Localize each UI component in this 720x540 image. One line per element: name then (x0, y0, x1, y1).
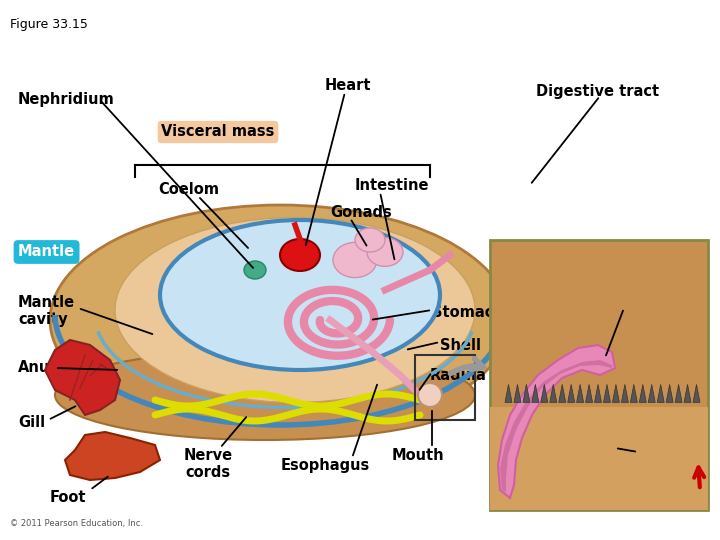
Polygon shape (639, 384, 647, 402)
Text: Nerve
cords: Nerve cords (184, 448, 233, 481)
Text: Coelom: Coelom (158, 182, 219, 197)
Polygon shape (648, 384, 655, 402)
Polygon shape (684, 384, 691, 402)
Text: Radula: Radula (430, 368, 487, 383)
Bar (490, 240, 708, 510)
Text: Intestine: Intestine (355, 178, 430, 193)
Bar (490, 407, 708, 510)
Polygon shape (523, 384, 530, 402)
Polygon shape (630, 384, 637, 402)
Ellipse shape (355, 228, 385, 252)
Text: Visceral mass: Visceral mass (161, 125, 275, 139)
Text: Foot: Foot (50, 490, 86, 505)
Polygon shape (532, 384, 539, 402)
Text: Anus: Anus (18, 360, 59, 375)
Ellipse shape (280, 239, 320, 271)
Text: © 2011 Pearson Education, Inc.: © 2011 Pearson Education, Inc. (10, 519, 143, 528)
Polygon shape (621, 384, 629, 402)
Polygon shape (65, 432, 160, 480)
Text: Mantle: Mantle (18, 245, 75, 260)
Ellipse shape (160, 220, 440, 370)
Polygon shape (603, 384, 611, 402)
Polygon shape (577, 384, 584, 402)
Text: Gonads: Gonads (330, 205, 392, 220)
Text: Figure 33.15: Figure 33.15 (10, 18, 88, 31)
Text: Stomach: Stomach (432, 305, 504, 320)
Ellipse shape (244, 261, 266, 279)
Ellipse shape (55, 350, 475, 440)
Text: Esophagus: Esophagus (280, 458, 369, 473)
Polygon shape (666, 384, 673, 402)
Polygon shape (657, 384, 664, 402)
Text: Mantle
cavity: Mantle cavity (18, 295, 75, 327)
Text: Nephridium: Nephridium (18, 92, 114, 107)
Bar (415, 355, 475, 420)
Text: Gill: Gill (18, 415, 45, 430)
Ellipse shape (115, 218, 475, 402)
Text: Digestive tract: Digestive tract (536, 84, 660, 99)
Ellipse shape (367, 238, 403, 266)
Polygon shape (693, 384, 700, 402)
Ellipse shape (50, 205, 510, 435)
Ellipse shape (333, 242, 377, 278)
Polygon shape (498, 345, 615, 498)
Text: Radula: Radula (640, 450, 697, 465)
Circle shape (418, 383, 442, 407)
Text: Heart: Heart (325, 78, 372, 93)
Polygon shape (45, 340, 120, 415)
Polygon shape (500, 360, 612, 492)
Polygon shape (559, 384, 566, 402)
Text: Shell: Shell (440, 338, 481, 353)
Polygon shape (585, 384, 593, 402)
Text: Mouth: Mouth (628, 298, 680, 313)
Polygon shape (613, 384, 619, 402)
Text: Mouth: Mouth (392, 448, 444, 463)
Polygon shape (514, 384, 521, 402)
Polygon shape (567, 384, 575, 402)
Polygon shape (505, 384, 512, 402)
Polygon shape (550, 384, 557, 402)
Polygon shape (541, 384, 548, 402)
Polygon shape (595, 384, 601, 402)
Polygon shape (675, 384, 682, 402)
